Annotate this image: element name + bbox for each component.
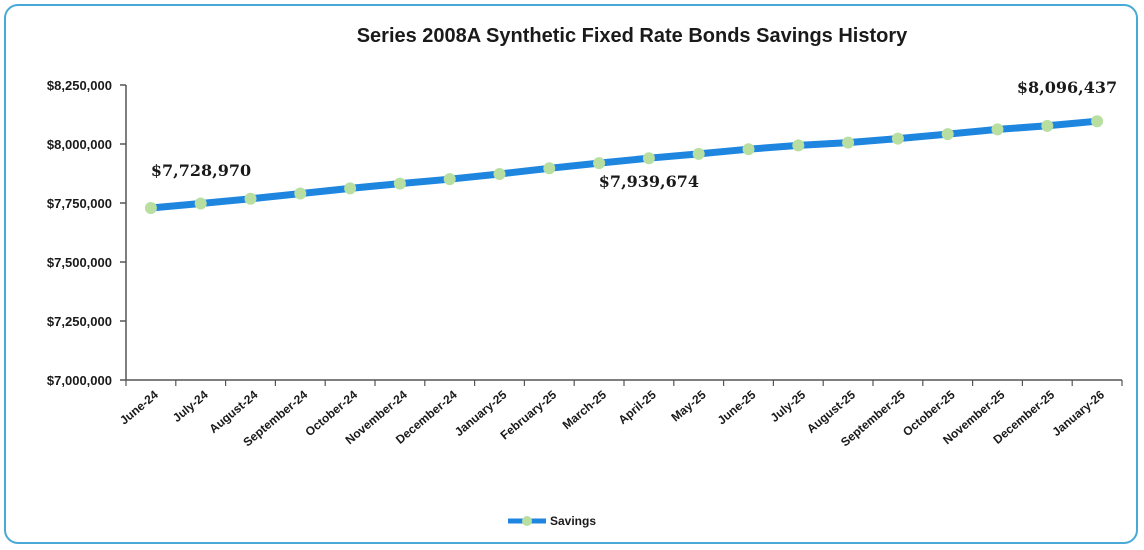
chart-title: Series 2008A Synthetic Fixed Rate Bonds … bbox=[357, 25, 908, 47]
data-point-marker bbox=[393, 177, 406, 190]
y-tick-label: $8,250,000 bbox=[47, 78, 112, 93]
y-tick-label: $8,000,000 bbox=[47, 137, 112, 152]
data-point-marker bbox=[194, 197, 207, 210]
data-point-marker bbox=[742, 143, 755, 156]
data-point-marker bbox=[244, 192, 257, 205]
data-point-marker bbox=[593, 157, 606, 170]
x-tick-label: July-24 bbox=[170, 387, 211, 425]
legend-label-savings: Savings bbox=[550, 514, 596, 528]
legend: Savings bbox=[508, 514, 596, 528]
y-axis-ticks: $7,000,000 $7,250,000 $7,500,000 $7,750,000… bbox=[47, 78, 126, 388]
x-tick-label: June-24 bbox=[117, 387, 161, 427]
y-tick-label: $7,750,000 bbox=[47, 196, 112, 211]
data-point-marker bbox=[443, 173, 456, 186]
data-point-marker bbox=[344, 182, 357, 195]
data-point-marker bbox=[294, 187, 307, 200]
data-point-marker bbox=[642, 152, 655, 165]
data-point-marker bbox=[144, 201, 157, 214]
data-point-marker bbox=[891, 132, 904, 145]
x-tick-label: April-25 bbox=[616, 387, 659, 427]
data-label: $7,939,674 bbox=[599, 172, 699, 191]
y-tick-label: $7,000,000 bbox=[47, 373, 112, 388]
x-tick-label: July-25 bbox=[768, 387, 809, 425]
data-point-marker bbox=[941, 128, 954, 141]
x-tick-label: June-25 bbox=[715, 387, 759, 427]
data-point-marker bbox=[1041, 119, 1054, 132]
data-label: $7,728,970 bbox=[151, 161, 251, 180]
series-savings bbox=[144, 115, 1104, 214]
data-labels: $7,728,970 $7,939,674 $8,096,437 bbox=[151, 78, 1117, 191]
x-tick-label: May-25 bbox=[668, 387, 708, 424]
data-point-marker bbox=[991, 123, 1004, 136]
data-point-marker bbox=[1091, 115, 1104, 128]
series-line-savings bbox=[147, 117, 1101, 212]
y-tick-label: $7,500,000 bbox=[47, 255, 112, 270]
data-point-marker bbox=[792, 139, 805, 152]
chart-frame bbox=[4, 4, 1138, 544]
data-point-marker bbox=[543, 162, 556, 175]
data-point-marker bbox=[842, 136, 855, 149]
data-label: $8,096,437 bbox=[1017, 78, 1117, 97]
legend-marker-swatch bbox=[522, 516, 532, 526]
data-point-marker bbox=[692, 147, 705, 160]
x-axis-ticks: June-24 July-24August-24September-24Octob… bbox=[117, 380, 1123, 449]
x-tick-label: March-25 bbox=[560, 387, 610, 432]
data-point-marker bbox=[493, 167, 506, 180]
x-tick-label: January-26 bbox=[1049, 387, 1107, 439]
y-tick-label: $7,250,000 bbox=[47, 314, 112, 329]
